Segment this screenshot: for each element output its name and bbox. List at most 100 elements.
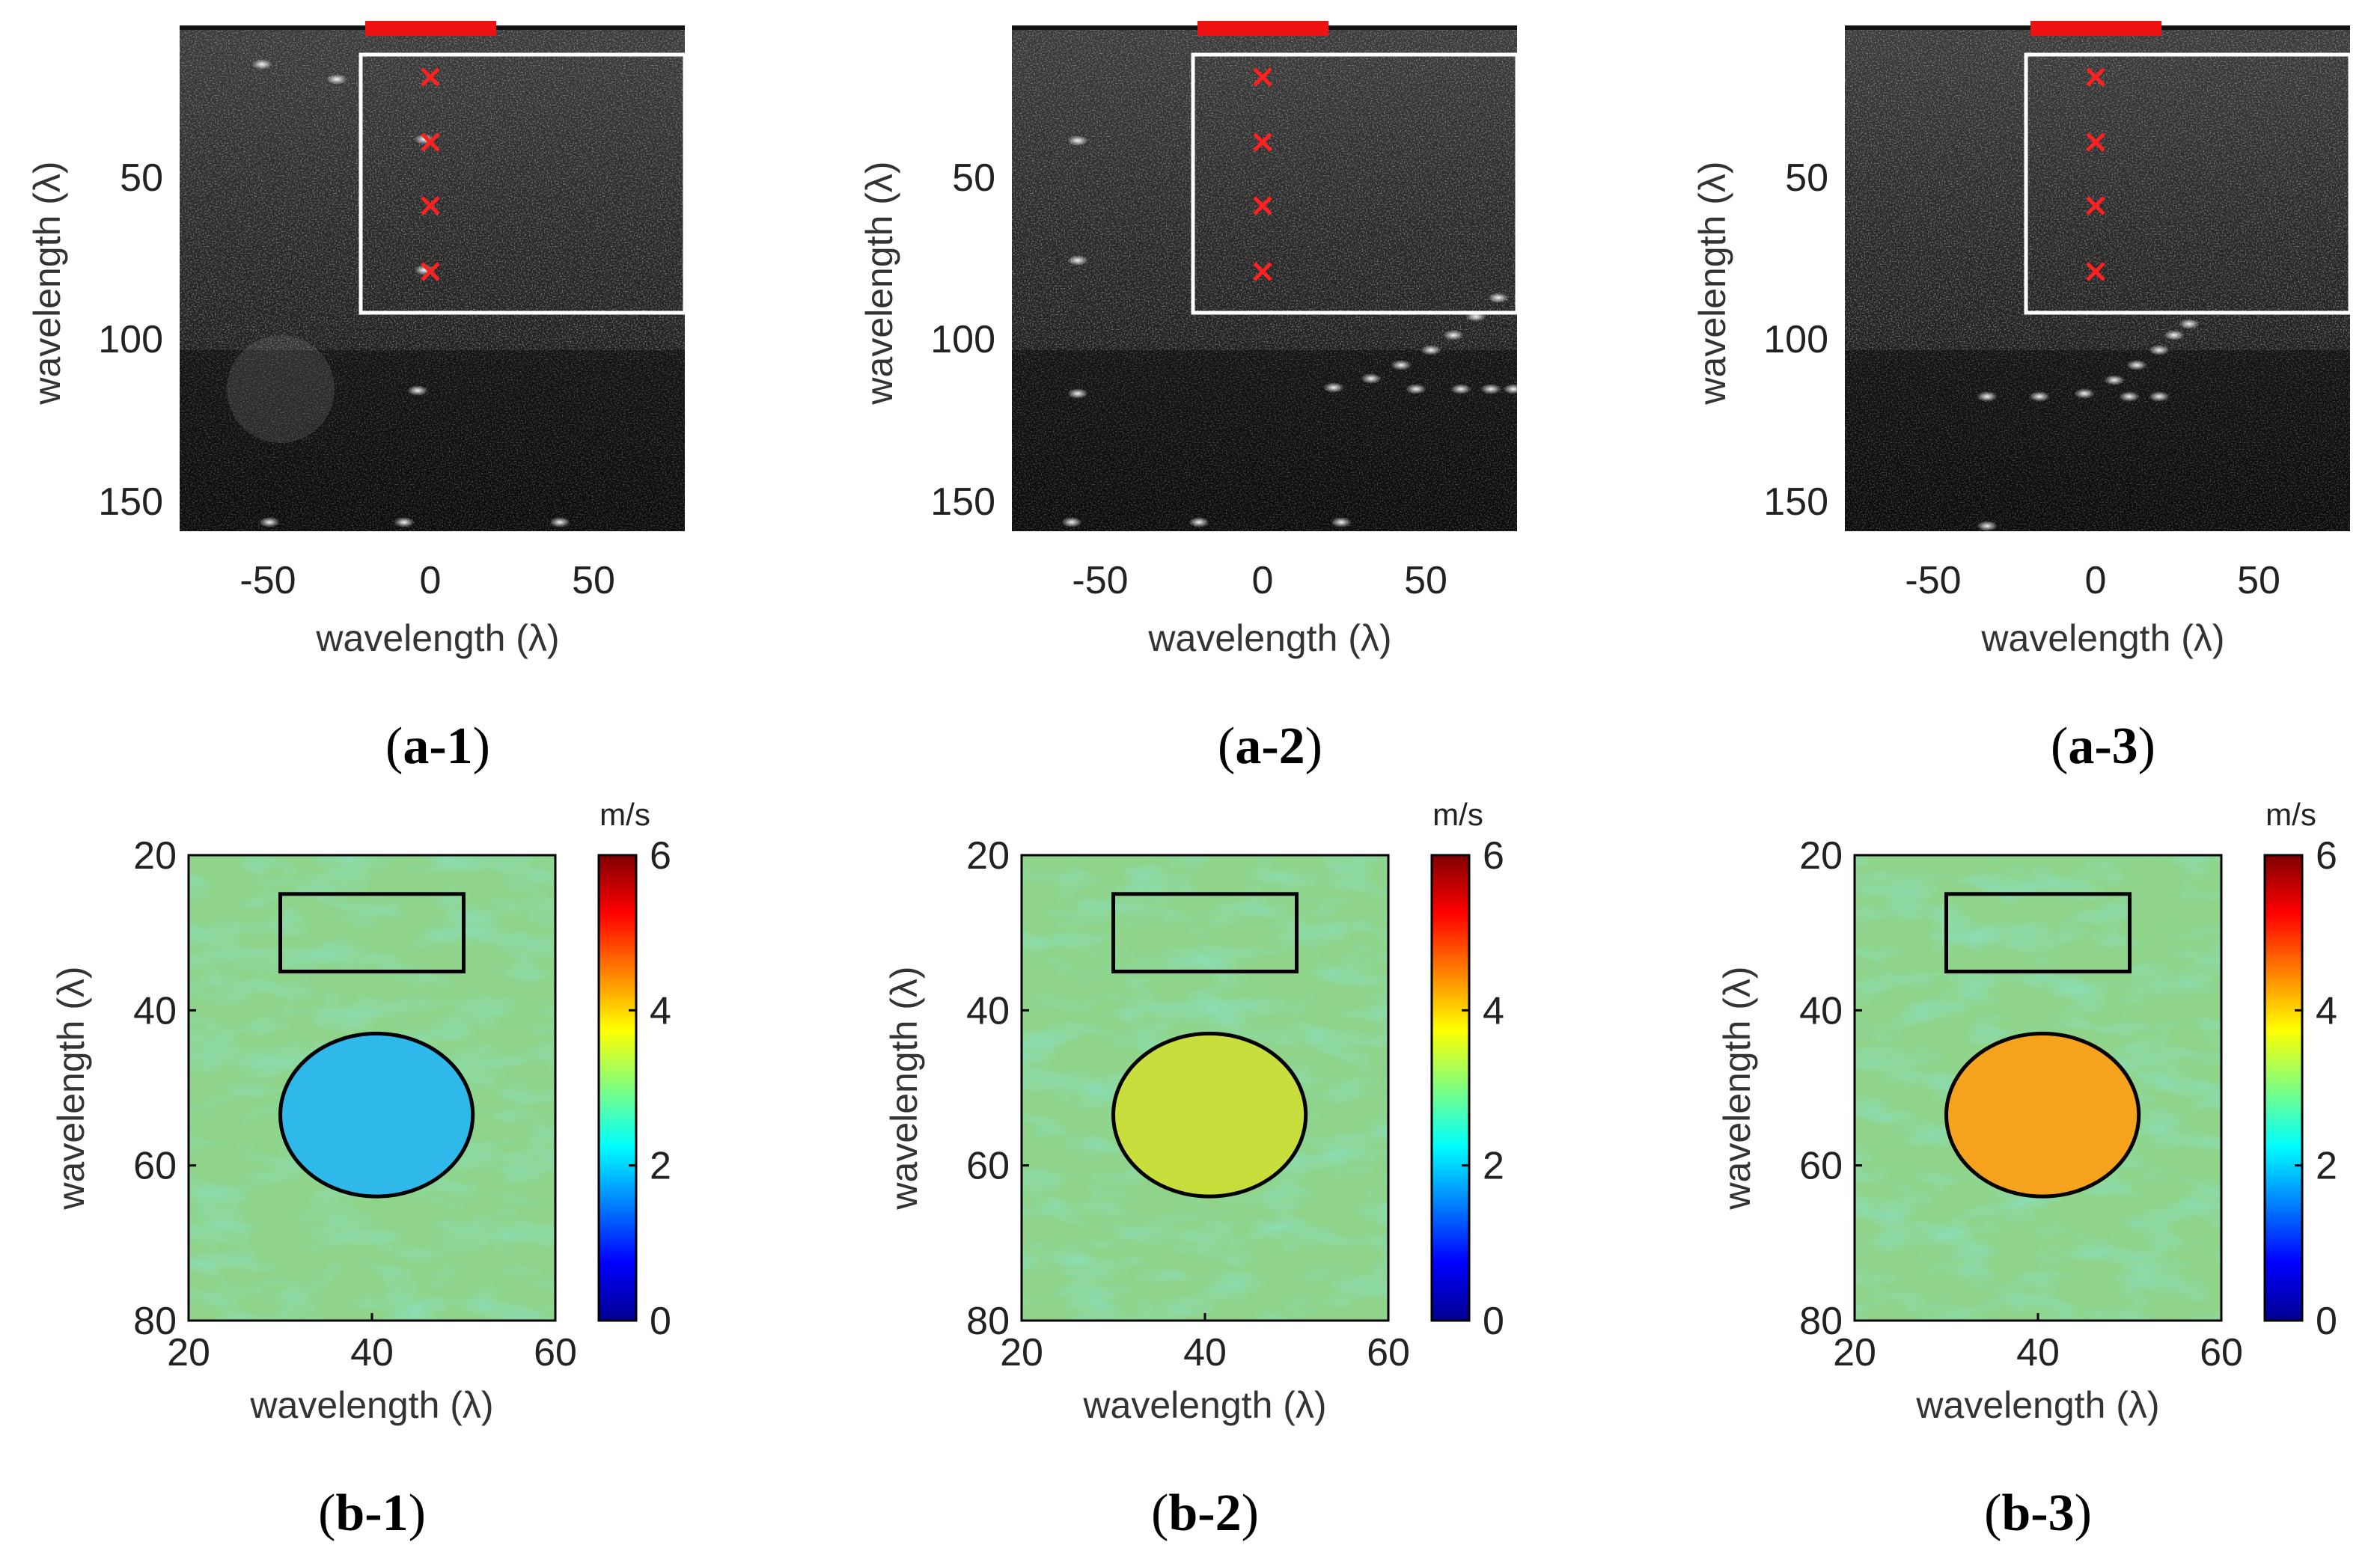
- y-axis-label: wavelength (λ): [1716, 966, 1758, 1210]
- transducer-bar: [1197, 21, 1328, 36]
- deep-shadow: [1012, 350, 1517, 531]
- y-tick-label: 60: [133, 1145, 177, 1188]
- roi-box: [1191, 52, 1519, 315]
- scatter-point: [407, 385, 428, 396]
- x-tick-label: 60: [534, 1331, 577, 1374]
- scatter-point: [2029, 391, 2050, 402]
- panel-caption: (a-3): [2051, 718, 2155, 775]
- scatter-point: [1067, 388, 1088, 399]
- y-tick-label: 150: [98, 480, 163, 524]
- focus-marker: [421, 196, 440, 215]
- colorbar-tick-label: 4: [2316, 989, 2337, 1033]
- bmode-row: 50 100 150 -50 0 50 wavelength (λ) wavelength (…: [26, 21, 2352, 775]
- x-tick-label: 0: [420, 559, 442, 602]
- y-tick-label: 60: [966, 1145, 1010, 1188]
- scatter-point: [251, 59, 272, 70]
- colorbar-tick-label: 6: [2316, 834, 2337, 878]
- roi-box: [2024, 52, 2352, 315]
- focus-marker: [421, 67, 440, 87]
- x-tick-label: 20: [1833, 1331, 1876, 1374]
- x-axis-label: wavelength (λ): [1980, 617, 2224, 659]
- y-tick-label: 50: [952, 156, 995, 200]
- x-tick-label: 50: [572, 559, 615, 602]
- focus-marker: [2086, 262, 2105, 281]
- bmode-panel-a-2: 50 100 150 -50 0 50 wavelength (λ) wavelength (…: [858, 21, 1524, 775]
- x-tick-label: 20: [167, 1331, 210, 1374]
- inclusion-fill: [280, 1033, 473, 1197]
- y-axis-label: wavelength (λ): [858, 161, 900, 405]
- scatter-point: [259, 517, 280, 527]
- x-tick-label: 40: [350, 1331, 394, 1374]
- bmode-panel-a-3: 50 100 150 -50 0 50 wavelength (λ) wavelength (…: [1691, 21, 2352, 775]
- focus-marker: [2086, 132, 2105, 152]
- colorbar-tick-label: 0: [2316, 1300, 2337, 1343]
- colorbar: [2263, 854, 2304, 1322]
- x-tick-label: 40: [2016, 1331, 2060, 1374]
- scatter-point: [1480, 384, 1501, 394]
- scatter-point: [394, 517, 415, 527]
- panel-caption: (b-1): [318, 1484, 426, 1542]
- deep-shadow: [1845, 350, 2350, 531]
- x-axis-label: wavelength (λ): [1915, 1384, 2159, 1426]
- roi-box: [358, 52, 687, 315]
- colorbar-tick-label: 0: [650, 1300, 671, 1343]
- y-tick-label: 50: [120, 156, 163, 200]
- x-axis-label: wavelength (λ): [315, 617, 559, 659]
- speckle-texture: [1845, 28, 2350, 531]
- x-tick-label: -50: [1072, 559, 1128, 602]
- colorbar-tick-label: 2: [1483, 1145, 1504, 1188]
- scatter-point: [1443, 330, 1464, 340]
- colorbar: [597, 854, 638, 1322]
- x-tick-label: -50: [1905, 559, 1961, 602]
- focus-marker: [421, 262, 440, 281]
- scatter-point: [1977, 521, 1998, 531]
- focus-marker: [2086, 67, 2105, 87]
- scatter-point: [549, 517, 570, 527]
- y-tick-label: 80: [966, 1300, 1010, 1343]
- scatter-point: [1067, 255, 1088, 266]
- y-axis-label: wavelength (λ): [1691, 161, 1733, 405]
- y-tick-label: 40: [1799, 989, 1843, 1033]
- colorbar-tick-label: 2: [650, 1145, 671, 1188]
- inclusion-outline: [1944, 1031, 2141, 1199]
- x-tick-label: 60: [1367, 1331, 1410, 1374]
- scatter-point: [2104, 375, 2125, 385]
- reference-box: [1944, 892, 2132, 974]
- focus-marker: [1253, 262, 1272, 281]
- y-tick-label: 60: [1799, 1145, 1843, 1188]
- x-tick-label: 50: [2237, 559, 2280, 602]
- inclusion-fill: [1113, 1033, 1306, 1197]
- scatter-point: [1361, 373, 1382, 384]
- panel-caption: (b-2): [1151, 1484, 1259, 1542]
- focus-marker: [2086, 196, 2105, 215]
- scatter-point: [1406, 384, 1427, 394]
- y-tick-label: 40: [133, 989, 177, 1033]
- y-tick-label: 20: [966, 834, 1010, 878]
- y-tick-label: 100: [98, 318, 163, 361]
- scatter-point: [326, 74, 347, 85]
- x-tick-label: 60: [2200, 1331, 2243, 1374]
- y-tick-label: 40: [966, 989, 1010, 1033]
- y-tick-label: 50: [1785, 156, 1828, 200]
- bmode-panel-a-1: 50 100 150 -50 0 50 wavelength (λ) wavelength (…: [26, 21, 687, 775]
- x-tick-label: -50: [239, 559, 296, 602]
- colorbar-unit: m/s: [2265, 797, 2316, 832]
- scatter-point: [2179, 319, 2200, 329]
- y-tick-label: 20: [133, 834, 177, 878]
- colorbar-tick-label: 6: [650, 834, 671, 878]
- y-axis-label: wavelength (λ): [26, 161, 68, 405]
- scatter-point: [2149, 345, 2170, 355]
- focus-marker: [1253, 67, 1272, 87]
- scatter-point: [1421, 345, 1441, 355]
- focus-marker: [1253, 196, 1272, 215]
- focus-marker: [421, 132, 440, 152]
- reference-box: [278, 892, 466, 974]
- scatter-point: [2149, 391, 2170, 402]
- reference-box: [1111, 892, 1299, 974]
- x-axis-label: wavelength (λ): [1147, 617, 1391, 659]
- panel-caption: (a-2): [1218, 718, 1322, 775]
